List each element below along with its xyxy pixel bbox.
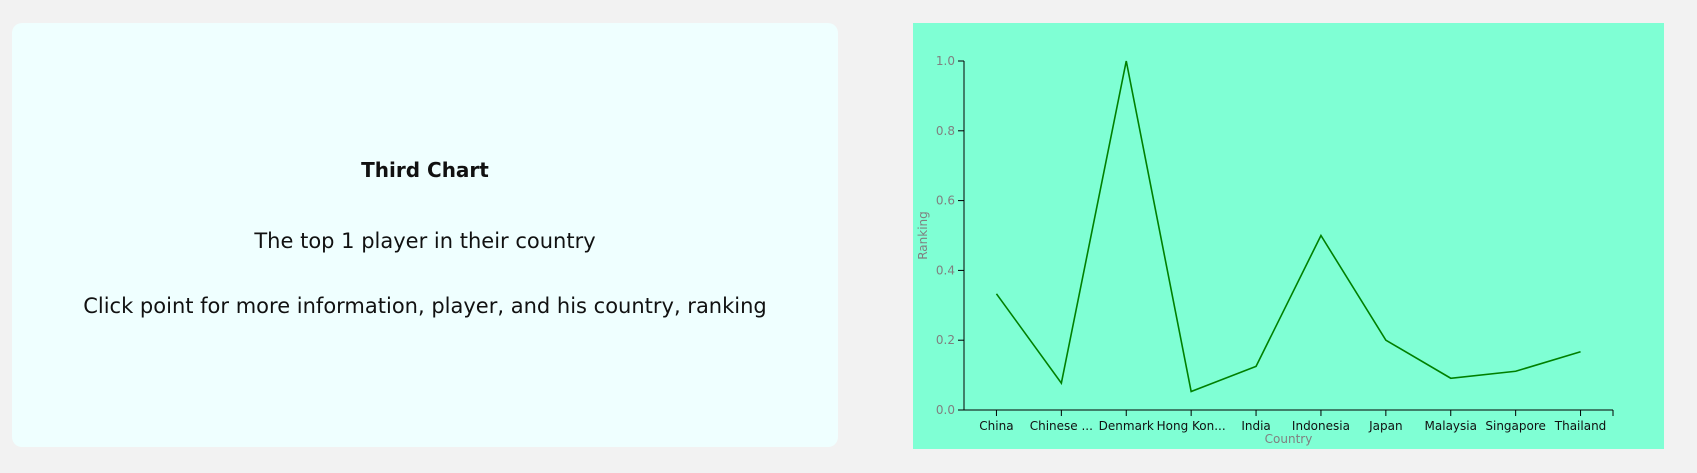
y-tick-label: 0.2 [936,333,955,347]
data-point[interactable] [1510,365,1522,377]
chart-panel: 0.0 0.2 0.4 0.6 0.8 1.0 China Chinese ... Denmar… [913,23,1664,449]
x-tick-label: China [979,419,1013,433]
data-point[interactable] [1445,372,1457,384]
info-card: Third Chart The top 1 player in their co… [12,23,838,447]
y-tick-label: 0.8 [936,124,955,138]
data-point[interactable] [1315,230,1327,242]
x-tick-label: Chinese ... [1030,419,1093,433]
x-tick-label: India [1241,419,1270,433]
data-point[interactable] [990,288,1002,300]
y-tick-label: 0.0 [936,403,955,417]
y-tick-label: 0.4 [936,263,955,277]
x-tick-label: Indonesia [1292,419,1350,433]
data-point[interactable] [1380,334,1392,346]
x-axis-title: Country [1265,432,1313,446]
x-tick-label: Thailand [1554,419,1607,433]
y-axis-title: Ranking [916,211,930,260]
data-point[interactable] [1250,360,1262,372]
x-tick-label: Singapore [1485,419,1546,433]
y-tick-label: 1.0 [936,54,955,68]
data-point[interactable] [1120,55,1132,67]
y-tick-label: 0.6 [936,194,955,208]
chart-instruction: Click point for more information, player… [83,294,767,318]
line-chart: 0.0 0.2 0.4 0.6 0.8 1.0 China Chinese ... Denmar… [916,54,1614,446]
data-point[interactable] [1575,346,1587,358]
chart-description: The top 1 player in their country [254,229,596,253]
data-point[interactable] [1055,377,1067,389]
data-point[interactable] [1185,386,1197,398]
x-tick-label: Denmark [1099,419,1154,433]
x-tick-label: Japan [1368,419,1402,433]
x-tick-label: Malaysia [1425,419,1477,433]
series-line [995,60,1581,393]
x-tick-label: Hong Kon... [1157,419,1226,433]
chart-title: Third Chart [361,158,489,182]
